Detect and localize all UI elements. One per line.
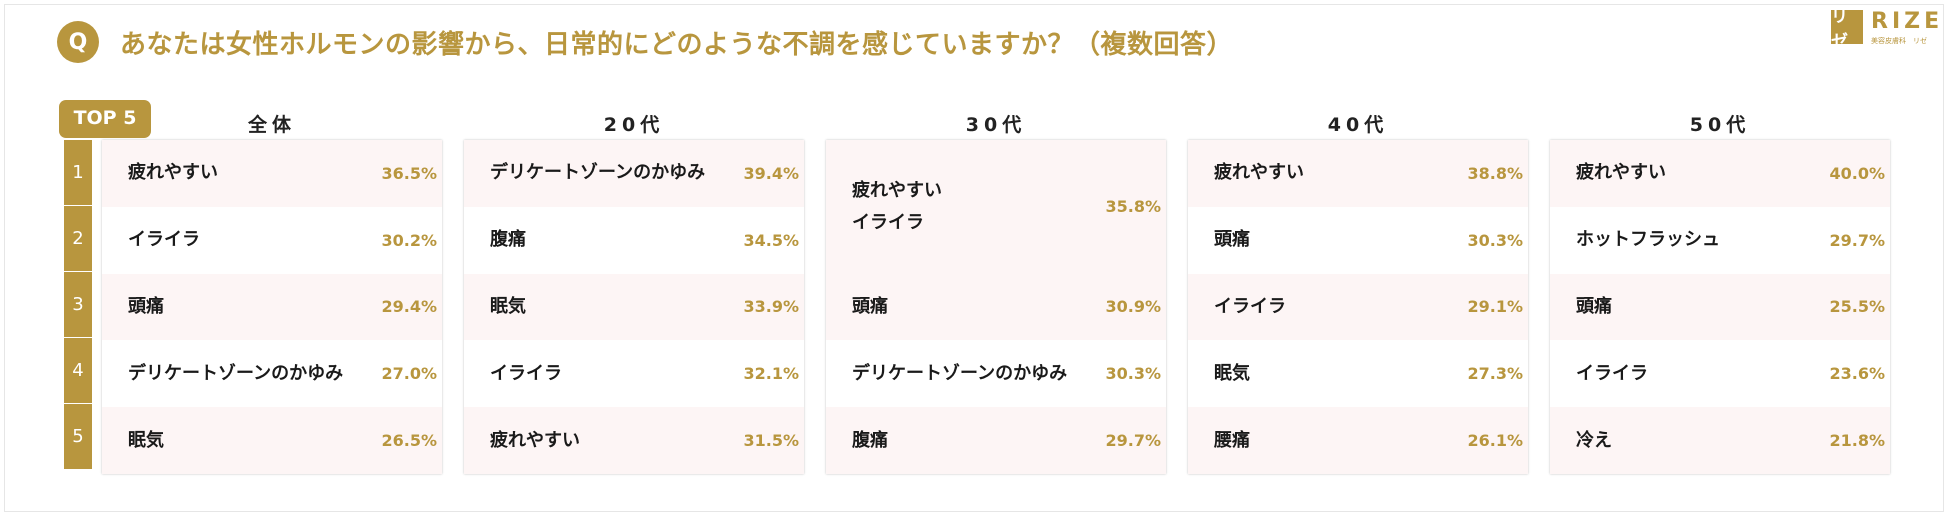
row-label: 疲れやすい <box>128 162 218 184</box>
row-value: 39.4% <box>743 163 799 183</box>
group-4: 40代疲れやすい 38.8% 頭痛 30.3% イライラ 29.1% 眠気 27.3% 腰痛 26… <box>1188 114 1528 474</box>
rank-column: 1 2 3 4 5 <box>64 140 92 470</box>
row-value: 27.0% <box>381 364 437 384</box>
row-value: 29.1% <box>1467 297 1523 317</box>
table-row: イライラ 29.1% <box>1188 273 1528 341</box>
row-value: 30.9% <box>1105 297 1161 317</box>
row-label: 疲れやすい <box>1214 162 1304 184</box>
row-value: 23.6% <box>1829 364 1885 384</box>
table-row: 眠気 33.9% <box>464 273 804 341</box>
table-row: デリケートゾーンのかゆみ 39.4% <box>464 140 804 207</box>
row-label: 頭痛 <box>1576 295 1612 317</box>
row-value: 29.4% <box>381 297 437 317</box>
row-label: 頭痛 <box>1214 229 1250 251</box>
group-5: 50代疲れやすい 40.0% ホットフラッシュ 29.7% 頭痛 25.5% イライラ 23.… <box>1550 114 1890 474</box>
row-label: イライラ <box>128 229 200 251</box>
table-row: 頭痛 29.4% <box>102 273 442 341</box>
group-header: 20代 <box>603 114 665 136</box>
brand-logo: リゼ RIZE 美容皮膚科 リゼ <box>1831 7 1944 52</box>
group-3: 30代疲れやすい イライラ 35.8% 頭痛 30.9% デリケートゾーンのかゆみ 30.… <box>826 114 1166 474</box>
row-value: 26.5% <box>381 431 437 451</box>
group-header: 50代 <box>1689 114 1751 136</box>
row-label: デリケートゾーンのかゆみ <box>490 162 706 184</box>
table-row: 頭痛 25.5% <box>1550 273 1890 341</box>
logo-name: RIZE <box>1871 9 1944 34</box>
row-label: 疲れやすい イライラ <box>852 179 942 233</box>
row-label: デリケートゾーンのかゆみ <box>852 362 1068 384</box>
top5-badge: TOP 5 <box>59 100 151 138</box>
row-label: デリケートゾーンのかゆみ <box>128 362 344 384</box>
question-title: あなたは女性ホルモンの影響から、日常的にどのような不調を感じていますか？（複数回… <box>120 30 1234 60</box>
row-value: 32.1% <box>743 364 799 384</box>
row-label: 疲れやすい <box>1576 162 1666 184</box>
logo-subtitle: 美容皮膚科 リゼ <box>1871 37 1927 45</box>
table-row: 冷え 21.8% <box>1550 407 1890 474</box>
row-label: 腹痛 <box>852 429 888 451</box>
row-label: イライラ <box>490 362 562 384</box>
table-row: 疲れやすい 31.5% <box>464 407 804 474</box>
row-label: イライラ <box>1214 295 1286 317</box>
row-label: 冷え <box>1576 429 1612 451</box>
question-badge: Q <box>57 21 99 63</box>
row-label: 眠気 <box>490 295 526 317</box>
row-label: 眠気 <box>1214 362 1250 384</box>
table-row: イライラ 23.6% <box>1550 340 1890 408</box>
row-label: 腹痛 <box>490 229 526 251</box>
page-frame <box>4 4 1944 512</box>
rank-5: 5 <box>64 404 92 470</box>
group-1: 全体疲れやすい 36.5% イライラ 30.2% 頭痛 29.4% デリケートゾーンのかゆみ… <box>102 114 442 474</box>
row-label: 頭痛 <box>852 295 888 317</box>
row-value: 31.5% <box>743 431 799 451</box>
row-label: 疲れやすい <box>490 429 580 451</box>
group-header: 30代 <box>965 114 1027 136</box>
table-row: 疲れやすい 38.8% <box>1188 140 1528 207</box>
table-row: 腹痛 29.7% <box>826 407 1166 474</box>
row-value: 27.3% <box>1467 364 1523 384</box>
group-header: 全体 <box>247 114 296 136</box>
row-value: 33.9% <box>743 297 799 317</box>
table-row: 腰痛 26.1% <box>1188 407 1528 474</box>
row-label: 腰痛 <box>1214 429 1250 451</box>
table-row: 眠気 26.5% <box>102 407 442 474</box>
row-value: 30.3% <box>1467 230 1523 250</box>
rank-1: 1 <box>64 140 92 206</box>
row-value: 36.5% <box>381 163 437 183</box>
table-row: 眠気 27.3% <box>1188 340 1528 408</box>
table-row: 腹痛 34.5% <box>464 206 804 274</box>
row-value: 26.1% <box>1467 431 1523 451</box>
table-row: 頭痛 30.9% <box>826 273 1166 341</box>
table-row: ホットフラッシュ 29.7% <box>1550 206 1890 274</box>
table-row: デリケートゾーンのかゆみ 27.0% <box>102 340 442 408</box>
row-value: 30.3% <box>1105 364 1161 384</box>
row-value: 29.7% <box>1105 431 1161 451</box>
row-label: ホットフラッシュ <box>1576 229 1720 251</box>
row-value: 25.5% <box>1829 297 1885 317</box>
row-label: 頭痛 <box>128 295 164 317</box>
table-row: 疲れやすい 40.0% <box>1550 140 1890 207</box>
row-value: 30.2% <box>381 230 437 250</box>
group-2: 20代デリケートゾーンのかゆみ 39.4% 腹痛 34.5% 眠気 33.9% イライラ 32… <box>464 114 804 474</box>
row-value: 38.8% <box>1467 163 1523 183</box>
row-label: イライラ <box>1576 362 1648 384</box>
row-value: 34.5% <box>743 230 799 250</box>
table-row: 疲れやすい イライラ 35.8% <box>826 140 1166 274</box>
rank-2: 2 <box>64 206 92 272</box>
table-row: イライラ 30.2% <box>102 206 442 274</box>
table-row: デリケートゾーンのかゆみ 30.3% <box>826 340 1166 408</box>
row-value: 21.8% <box>1829 431 1885 451</box>
row-value: 40.0% <box>1829 163 1885 183</box>
rank-4: 4 <box>64 338 92 404</box>
logo-mark: リゼ <box>1831 7 1863 52</box>
table-row: 頭痛 30.3% <box>1188 206 1528 274</box>
row-value: 35.8% <box>1105 197 1161 217</box>
row-value: 29.7% <box>1829 230 1885 250</box>
table-row: 疲れやすい 36.5% <box>102 140 442 207</box>
table-row: イライラ 32.1% <box>464 340 804 408</box>
rank-3: 3 <box>64 272 92 338</box>
group-header: 40代 <box>1327 114 1389 136</box>
row-label: 眠気 <box>128 429 164 451</box>
